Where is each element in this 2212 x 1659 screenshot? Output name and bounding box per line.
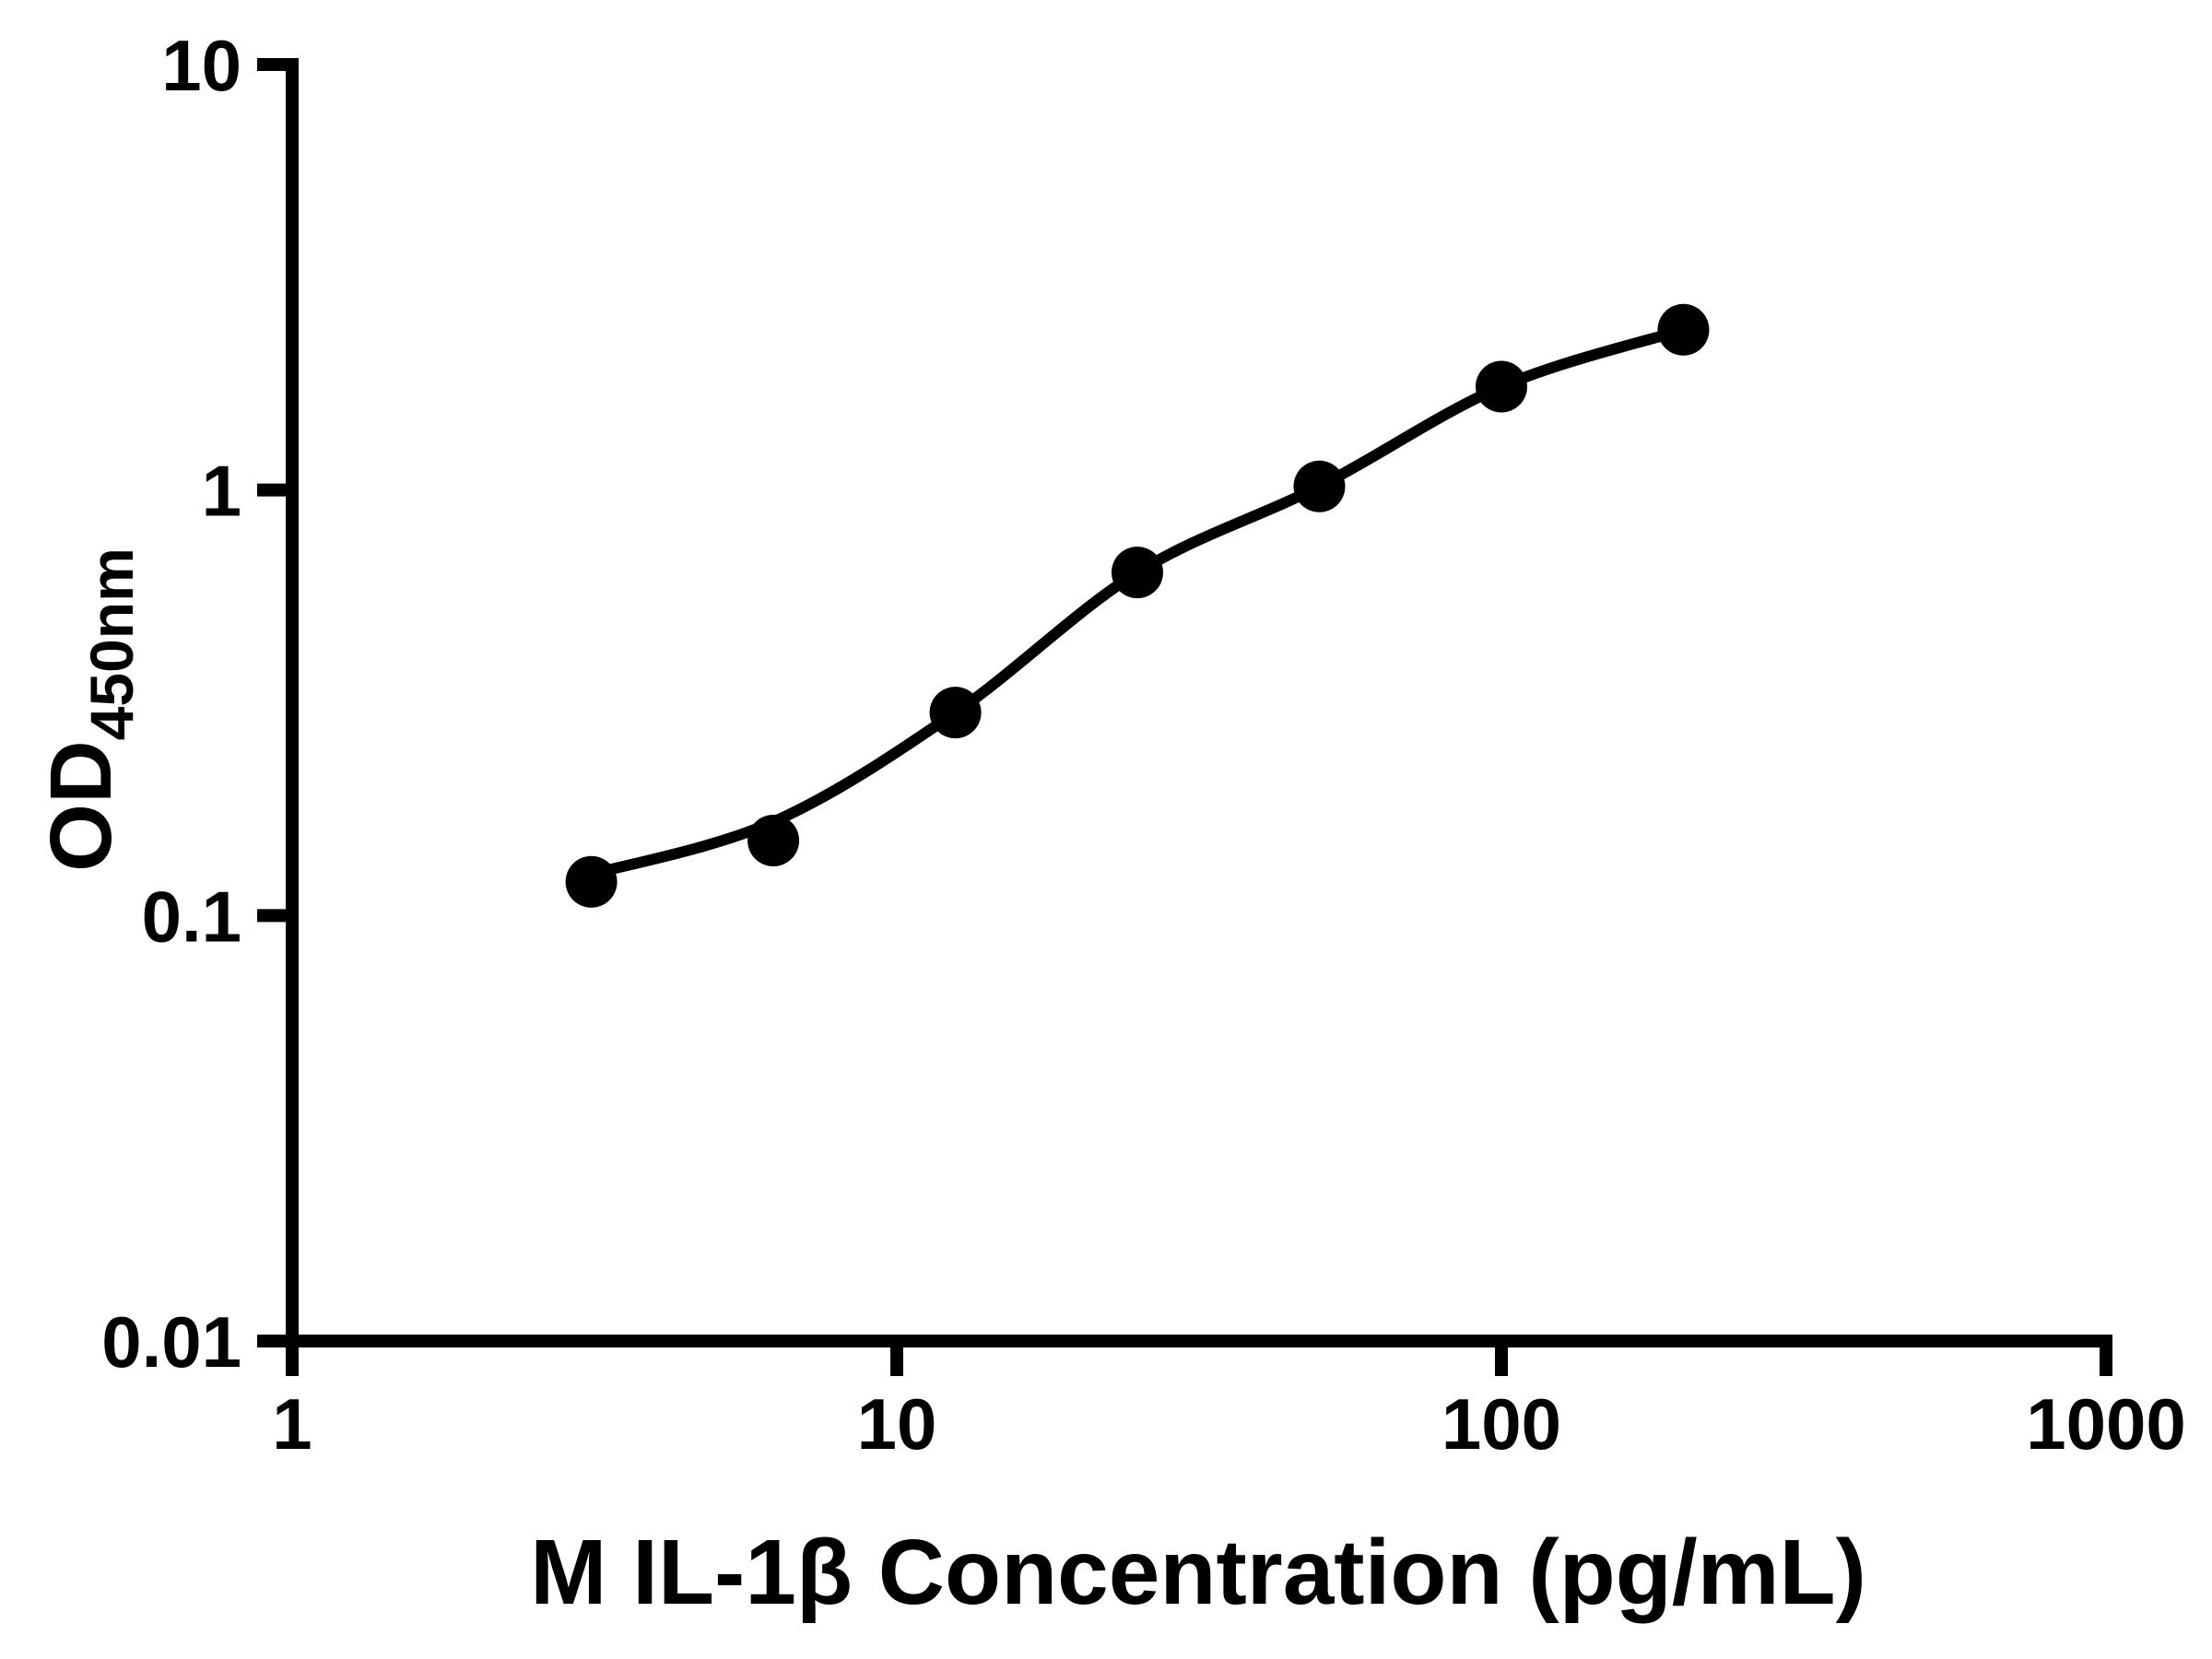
y-tick-label: 10 [161,25,241,106]
x-axis-title: M IL-1β Concentration (pg/mL) [530,1521,1866,1624]
data-point-marker [1657,303,1710,356]
data-point-marker [1112,547,1163,599]
y-tick-label: 0.01 [101,1301,241,1382]
y-axis-title: OD450nm [32,547,146,872]
x-tick-label: 1 [272,1383,312,1465]
x-tick-label: 100 [1441,1383,1561,1465]
data-point-marker [929,687,982,739]
x-tick-label: 10 [857,1383,937,1465]
y-axis-title-subscript: 450nm [77,547,146,740]
data-point-marker [1293,460,1346,512]
y-tick-label: 1 [202,451,241,532]
y-tick-label: 0.1 [142,876,241,957]
y-axis-title-main: OD [32,740,130,872]
fit-curve-line [585,324,1689,880]
data-point-marker [565,855,618,908]
data-point-marker [747,815,800,866]
data-point-marker [1476,360,1527,413]
x-tick-label: 1000 [2026,1383,2186,1465]
